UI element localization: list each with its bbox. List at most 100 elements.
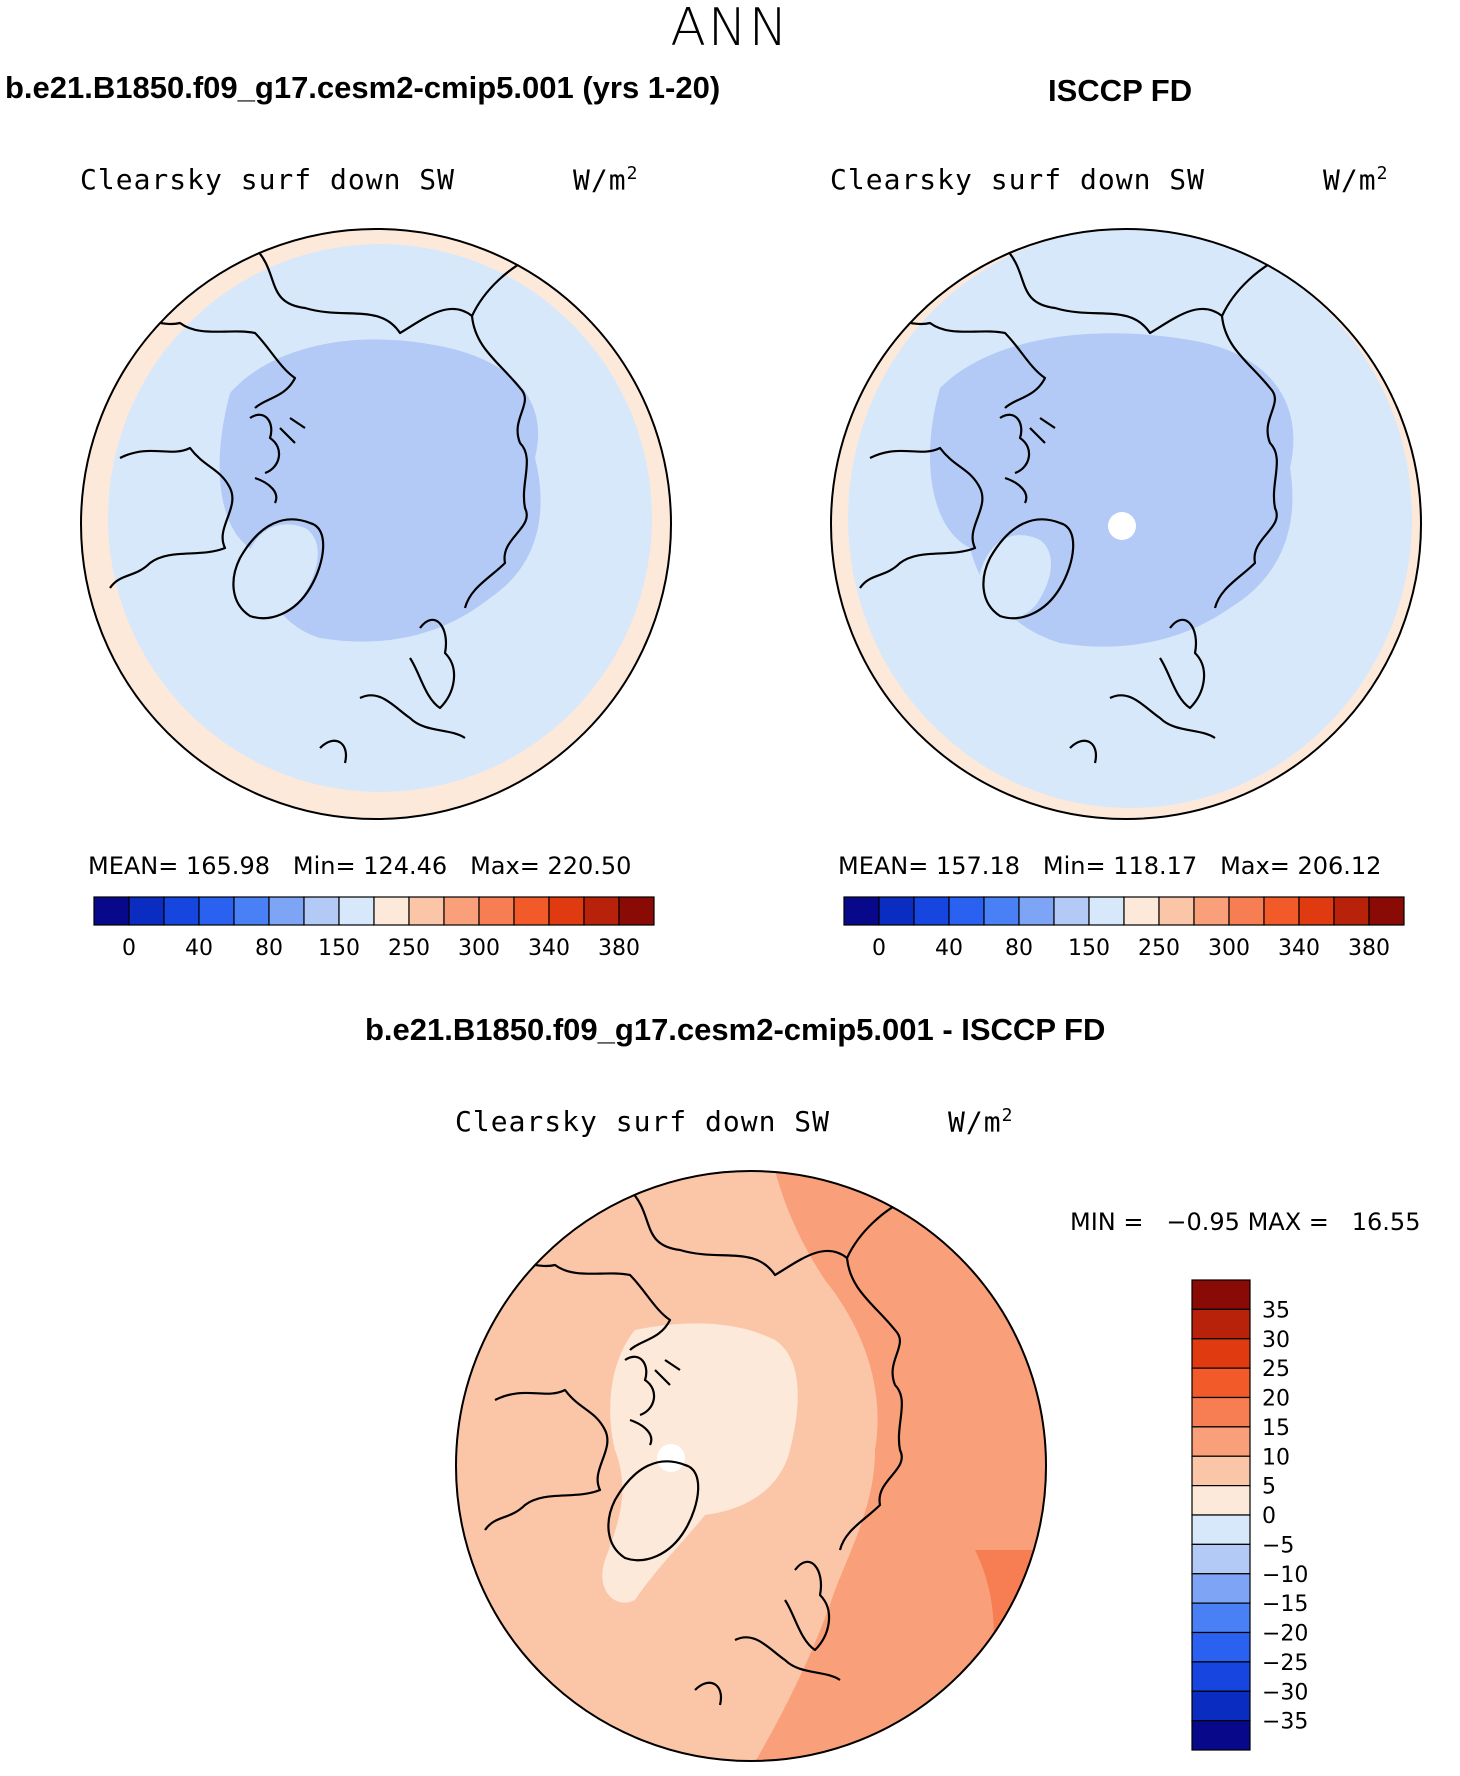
colorbar-tick-label: −10 bbox=[1262, 1563, 1308, 1588]
model-variable-name: Clearsky surf down SW bbox=[80, 163, 456, 196]
colorbar-tick-label: 5 bbox=[1262, 1475, 1276, 1500]
colorbar-bin bbox=[408, 896, 445, 926]
obs-map bbox=[830, 228, 1422, 820]
colorbar-tick-label: 0 bbox=[872, 936, 886, 961]
obs-scandinavia bbox=[1159, 618, 1206, 710]
colorbar-bin bbox=[878, 896, 915, 926]
model-stats: MEAN= 165.98 Min= 124.46 Max= 220.50 bbox=[88, 852, 632, 880]
colorbar-bin bbox=[1191, 1338, 1251, 1369]
season-title: ANN bbox=[670, 0, 790, 58]
colorbar-tick-label: 380 bbox=[1348, 936, 1390, 961]
colorbar-bin bbox=[1298, 896, 1335, 926]
model-archipelago bbox=[249, 413, 306, 504]
model-panel-title: b.e21.B1850.f09_g17.cesm2-cmip5.001 (yrs… bbox=[5, 70, 721, 105]
colorbar-bin bbox=[1191, 1543, 1251, 1575]
colorbar-bin bbox=[513, 896, 550, 926]
diff-arctic-fill bbox=[602, 1323, 798, 1603]
colorbar-tick-label: −30 bbox=[1262, 1680, 1308, 1705]
colorbar-bin bbox=[303, 896, 340, 926]
colorbar-bin bbox=[1191, 1367, 1251, 1399]
obs-europe bbox=[1069, 694, 1216, 764]
obs-pole-hole bbox=[1108, 512, 1136, 540]
colorbar-bin bbox=[443, 896, 480, 926]
colorbar-bin bbox=[1368, 896, 1405, 926]
colorbar-tick-label: −15 bbox=[1262, 1592, 1308, 1617]
obs-colorbar: 0 40 80 150 250 300 340 380 bbox=[843, 896, 1405, 961]
colorbar-bin bbox=[1191, 1690, 1251, 1722]
colorbar-tick-label: −5 bbox=[1262, 1533, 1294, 1558]
colorbar-bin bbox=[1191, 1720, 1251, 1751]
colorbar-bin bbox=[1191, 1426, 1251, 1457]
colorbar-tick-label: 250 bbox=[388, 936, 430, 961]
colorbar-bin bbox=[1158, 896, 1195, 926]
diff-greenland-outline bbox=[607, 1460, 700, 1562]
colorbar-bin bbox=[373, 896, 410, 926]
colorbar-bin bbox=[1053, 896, 1090, 926]
colorbar-bin bbox=[1018, 896, 1055, 926]
colorbar-tick-label: 340 bbox=[528, 936, 570, 961]
diff-archipelago bbox=[624, 1355, 681, 1446]
colorbar-bin bbox=[1191, 1514, 1251, 1545]
diff-pole-hole bbox=[657, 1444, 685, 1472]
colorbar-tick-label: 0 bbox=[1262, 1504, 1276, 1529]
colorbar-bin bbox=[198, 896, 235, 926]
model-greenland-outline bbox=[232, 518, 325, 620]
colorbar-tick-label: 80 bbox=[255, 936, 283, 961]
colorbar-tick-label: 15 bbox=[1262, 1416, 1290, 1441]
obs-units: W/m2 bbox=[1323, 163, 1389, 197]
colorbar-bin bbox=[268, 896, 305, 926]
colorbar-tick-label: −25 bbox=[1262, 1651, 1308, 1676]
colorbar-tick-label: 150 bbox=[318, 936, 360, 961]
colorbar-tick-label: 30 bbox=[1262, 1328, 1290, 1353]
colorbar-bin bbox=[843, 896, 880, 926]
obs-panel-title: ISCCP FD bbox=[1048, 73, 1193, 108]
colorbar-bin bbox=[548, 896, 585, 926]
model-colorbar: 0 40 80 150 250 300 340 380 bbox=[93, 896, 655, 961]
colorbar-tick-label: 340 bbox=[1278, 936, 1320, 961]
colorbar-bin bbox=[1191, 1279, 1251, 1310]
colorbar-bin bbox=[583, 896, 620, 926]
obs-coastline-canada bbox=[859, 446, 984, 589]
colorbar-tick-label: 20 bbox=[1262, 1387, 1290, 1412]
colorbar-bin bbox=[1088, 896, 1125, 926]
colorbar-bin bbox=[233, 896, 270, 926]
colorbar-tick-label: 40 bbox=[935, 936, 963, 961]
colorbar-tick-label: 10 bbox=[1262, 1445, 1290, 1470]
colorbar-bin bbox=[1228, 896, 1265, 926]
obs-stats: MEAN= 157.18 Min= 118.17 Max= 206.12 bbox=[838, 852, 1382, 880]
colorbar-tick-label: 25 bbox=[1262, 1357, 1290, 1382]
colorbar-bin bbox=[1193, 896, 1230, 926]
colorbar-bin bbox=[983, 896, 1020, 926]
colorbar-bin bbox=[948, 896, 985, 926]
colorbar-bin bbox=[618, 896, 655, 926]
colorbar-bin bbox=[93, 896, 130, 926]
diff-units: W/m2 bbox=[948, 1105, 1014, 1139]
diff-colorbar: 35 30 25 20 15 10 5 0 −5 −10 −15 −20 −25 −30 −35 bbox=[1191, 1279, 1308, 1751]
obs-archipelago bbox=[999, 413, 1056, 504]
model-scandinavia bbox=[409, 618, 456, 710]
colorbar-bin bbox=[913, 896, 950, 926]
diff-scandinavia bbox=[784, 1560, 831, 1652]
colorbar-bin bbox=[478, 896, 515, 926]
colorbar-bin bbox=[1191, 1455, 1251, 1487]
model-map bbox=[80, 228, 672, 820]
model-europe bbox=[319, 694, 466, 764]
colorbar-tick-label: −20 bbox=[1262, 1622, 1308, 1647]
model-units: W/m2 bbox=[573, 163, 639, 197]
diff-panel-title: b.e21.B1850.f09_g17.cesm2-cmip5.001 - IS… bbox=[365, 1012, 1106, 1047]
colorbar-bin bbox=[163, 896, 200, 926]
colorbar-tick-label: 380 bbox=[598, 936, 640, 961]
colorbar-bin bbox=[1191, 1602, 1251, 1634]
colorbar-bin bbox=[338, 896, 375, 926]
diff-stats: MIN = −0.95 MAX = 16.55 bbox=[1070, 1208, 1421, 1236]
colorbar-tick-label: 35 bbox=[1262, 1298, 1290, 1323]
obs-greenland-fill bbox=[980, 535, 1051, 620]
colorbar-tick-label: 80 bbox=[1005, 936, 1033, 961]
colorbar-tick-label: −35 bbox=[1262, 1710, 1308, 1735]
colorbar-tick-label: 300 bbox=[1208, 936, 1250, 961]
colorbar-tick-label: 40 bbox=[185, 936, 213, 961]
colorbar-bin bbox=[1123, 896, 1160, 926]
colorbar-tick-label: 150 bbox=[1068, 936, 1110, 961]
colorbar-bin bbox=[1263, 896, 1300, 926]
colorbar-tick-label: 0 bbox=[122, 936, 136, 961]
